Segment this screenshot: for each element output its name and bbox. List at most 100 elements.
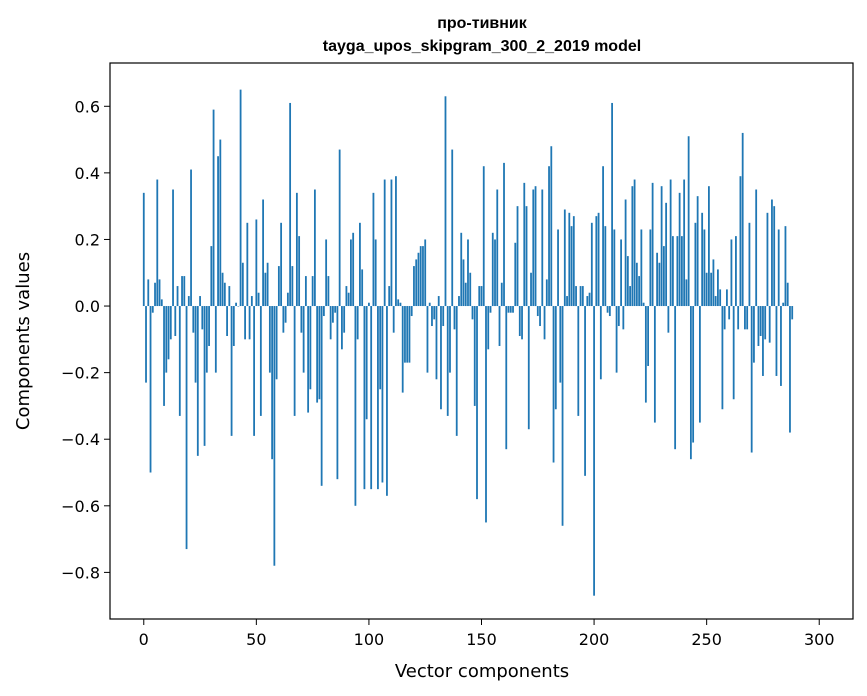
bar <box>559 306 562 383</box>
bar <box>413 266 415 307</box>
bar <box>442 306 445 327</box>
bar <box>199 296 201 307</box>
bar <box>401 306 404 393</box>
bar <box>178 306 181 416</box>
bar <box>554 306 557 410</box>
x-tick-label: 100 <box>354 630 385 649</box>
bar <box>181 276 183 307</box>
bar <box>440 306 442 410</box>
bar <box>275 306 278 380</box>
bar <box>622 306 625 330</box>
bar <box>377 306 379 490</box>
bar <box>424 239 427 307</box>
bar <box>226 306 228 336</box>
bar <box>264 272 267 307</box>
bar <box>273 306 276 566</box>
bar <box>410 306 413 317</box>
bar <box>201 306 204 330</box>
bar <box>563 209 566 307</box>
bar <box>644 306 647 403</box>
bar <box>485 306 487 523</box>
bar <box>523 182 526 307</box>
bar <box>365 306 368 420</box>
y-tick-label: −0.6 <box>61 497 100 516</box>
bar <box>629 286 631 307</box>
bar <box>167 306 170 360</box>
bar <box>667 306 670 333</box>
bar <box>214 306 217 373</box>
bar <box>268 306 271 373</box>
bar <box>422 246 424 307</box>
bar <box>392 306 395 333</box>
bar <box>671 236 674 307</box>
bar <box>397 299 400 307</box>
bar <box>548 166 550 307</box>
bar <box>721 306 724 410</box>
bar <box>464 282 467 307</box>
chart-title-line-1: про-тивник <box>437 15 528 32</box>
bar <box>653 306 656 423</box>
bar <box>185 306 188 550</box>
bar <box>658 262 661 307</box>
bar <box>482 166 485 307</box>
bar <box>656 252 659 307</box>
bar <box>271 306 274 460</box>
bar <box>235 302 237 307</box>
bar <box>514 242 517 307</box>
bar <box>187 296 190 307</box>
bar <box>395 176 397 307</box>
bar <box>363 306 366 490</box>
bar <box>768 306 771 343</box>
bar <box>419 246 422 307</box>
bar <box>192 306 195 333</box>
bar <box>739 176 742 307</box>
bar <box>210 246 213 307</box>
bar <box>651 182 654 307</box>
bar <box>557 229 559 307</box>
x-tick-label: 0 <box>139 630 149 649</box>
bar <box>322 306 325 317</box>
bar <box>332 306 334 323</box>
bar <box>708 186 710 307</box>
bar <box>505 306 508 450</box>
bar <box>313 189 316 307</box>
bar <box>374 239 377 307</box>
bar <box>771 199 773 307</box>
bar <box>676 236 679 307</box>
bar <box>726 289 728 307</box>
bar <box>766 212 769 307</box>
bar <box>467 239 469 307</box>
bar <box>633 179 636 307</box>
bar <box>453 306 456 330</box>
bar <box>784 226 787 307</box>
bar <box>458 296 460 307</box>
bar <box>669 179 672 307</box>
bar <box>203 306 206 446</box>
bar <box>176 286 179 307</box>
bar <box>696 196 699 307</box>
bar <box>291 266 294 307</box>
bar <box>248 306 251 340</box>
bar <box>687 136 690 307</box>
bar <box>732 306 735 400</box>
bar <box>165 306 168 373</box>
bar <box>730 239 733 307</box>
bar <box>444 96 447 307</box>
bar <box>300 306 303 333</box>
bar <box>147 279 150 307</box>
bar <box>428 302 431 307</box>
bar <box>717 269 719 307</box>
bar <box>694 222 697 307</box>
bar <box>399 302 402 307</box>
y-tick-label: −0.4 <box>61 430 100 449</box>
bar <box>689 306 692 460</box>
bar <box>262 199 264 307</box>
bar <box>435 306 438 380</box>
bar <box>611 102 613 307</box>
x-tick-label: 150 <box>466 630 497 649</box>
bar <box>577 306 580 416</box>
bar <box>602 166 604 307</box>
bar <box>307 306 310 413</box>
bar <box>471 306 474 320</box>
bar <box>415 259 418 307</box>
